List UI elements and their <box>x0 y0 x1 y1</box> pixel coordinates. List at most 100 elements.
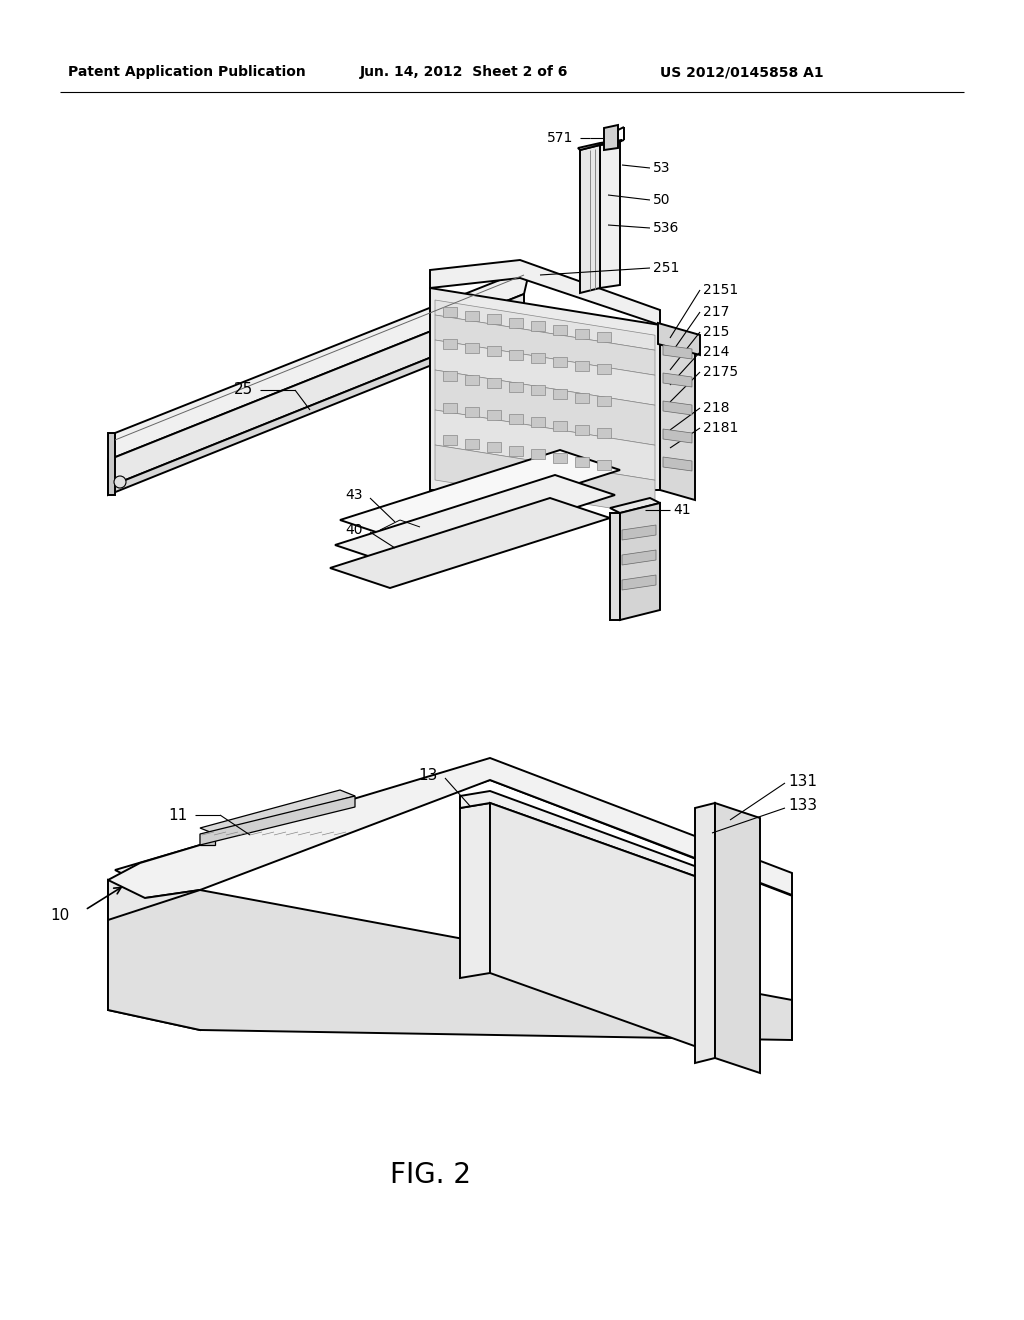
Polygon shape <box>531 450 545 459</box>
Polygon shape <box>610 498 660 513</box>
Polygon shape <box>553 325 567 335</box>
Polygon shape <box>200 796 355 845</box>
Text: 218: 218 <box>703 401 729 414</box>
Polygon shape <box>575 392 589 403</box>
Polygon shape <box>663 374 692 387</box>
Polygon shape <box>604 125 618 150</box>
Polygon shape <box>435 445 655 515</box>
Polygon shape <box>509 350 523 360</box>
Polygon shape <box>430 260 660 325</box>
Polygon shape <box>487 314 501 325</box>
Text: 50: 50 <box>653 193 671 207</box>
Polygon shape <box>509 414 523 424</box>
Polygon shape <box>340 450 620 540</box>
Polygon shape <box>578 140 622 150</box>
Polygon shape <box>487 379 501 388</box>
Polygon shape <box>443 308 457 317</box>
Text: 215: 215 <box>703 325 729 339</box>
Polygon shape <box>663 401 692 414</box>
Text: 11: 11 <box>169 808 188 822</box>
Text: US 2012/0145858 A1: US 2012/0145858 A1 <box>660 65 823 79</box>
Polygon shape <box>575 425 589 434</box>
Polygon shape <box>663 457 692 471</box>
Polygon shape <box>115 760 790 895</box>
Polygon shape <box>531 385 545 396</box>
Text: 251: 251 <box>653 261 679 275</box>
Text: 43: 43 <box>345 488 362 502</box>
Text: 2151: 2151 <box>703 282 738 297</box>
Text: 214: 214 <box>703 345 729 359</box>
Text: 53: 53 <box>653 161 671 176</box>
Polygon shape <box>575 360 589 371</box>
Polygon shape <box>443 404 457 413</box>
Polygon shape <box>622 576 656 590</box>
Polygon shape <box>553 421 567 432</box>
Text: FIG. 2: FIG. 2 <box>389 1162 470 1189</box>
Polygon shape <box>575 457 589 466</box>
Polygon shape <box>663 429 692 444</box>
Polygon shape <box>597 333 611 342</box>
Polygon shape <box>663 345 692 359</box>
Polygon shape <box>610 513 620 620</box>
Polygon shape <box>622 550 656 565</box>
Circle shape <box>114 477 126 488</box>
Polygon shape <box>490 803 700 1048</box>
Polygon shape <box>460 793 490 808</box>
Polygon shape <box>622 525 656 540</box>
Polygon shape <box>553 453 567 463</box>
Text: 131: 131 <box>788 774 817 788</box>
Polygon shape <box>487 346 501 356</box>
Polygon shape <box>660 325 695 500</box>
Polygon shape <box>597 428 611 438</box>
Polygon shape <box>108 758 792 920</box>
Polygon shape <box>460 803 490 978</box>
Polygon shape <box>715 803 760 1073</box>
Polygon shape <box>430 288 660 490</box>
Polygon shape <box>200 789 355 834</box>
Polygon shape <box>335 475 615 565</box>
Text: 25: 25 <box>233 383 253 397</box>
Polygon shape <box>443 371 457 381</box>
Polygon shape <box>553 356 567 367</box>
Polygon shape <box>509 318 523 327</box>
Polygon shape <box>509 381 523 392</box>
Polygon shape <box>108 294 524 487</box>
Polygon shape <box>580 145 600 293</box>
Polygon shape <box>330 498 610 587</box>
Polygon shape <box>435 411 655 480</box>
Polygon shape <box>531 417 545 428</box>
Polygon shape <box>465 343 479 352</box>
Text: 40: 40 <box>345 523 362 537</box>
Text: 41: 41 <box>673 503 690 517</box>
Polygon shape <box>620 503 660 620</box>
Text: Jun. 14, 2012  Sheet 2 of 6: Jun. 14, 2012 Sheet 2 of 6 <box>360 65 568 79</box>
Polygon shape <box>465 407 479 417</box>
Polygon shape <box>487 442 501 453</box>
Polygon shape <box>435 370 655 445</box>
Polygon shape <box>443 436 457 445</box>
Polygon shape <box>108 433 115 495</box>
Polygon shape <box>465 375 479 385</box>
Text: 2175: 2175 <box>703 366 738 379</box>
Polygon shape <box>108 268 530 459</box>
Text: 10: 10 <box>51 908 70 923</box>
Polygon shape <box>575 329 589 338</box>
Text: 2181: 2181 <box>703 421 738 436</box>
Polygon shape <box>443 339 457 350</box>
Polygon shape <box>531 322 545 331</box>
Polygon shape <box>108 319 524 495</box>
Text: 536: 536 <box>653 220 679 235</box>
Text: 217: 217 <box>703 305 729 319</box>
Polygon shape <box>465 312 479 321</box>
Polygon shape <box>702 814 710 826</box>
Polygon shape <box>600 143 620 288</box>
Text: 13: 13 <box>419 768 438 784</box>
Polygon shape <box>509 446 523 455</box>
Text: 133: 133 <box>788 799 817 813</box>
Polygon shape <box>435 300 655 350</box>
Polygon shape <box>597 396 611 407</box>
Polygon shape <box>658 323 700 355</box>
Polygon shape <box>465 440 479 449</box>
Text: Patent Application Publication: Patent Application Publication <box>68 65 306 79</box>
Text: 571: 571 <box>547 131 573 145</box>
